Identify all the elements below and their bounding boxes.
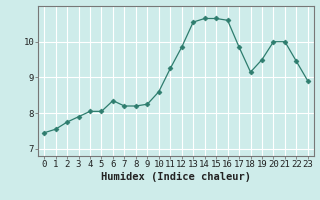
X-axis label: Humidex (Indice chaleur): Humidex (Indice chaleur)	[101, 172, 251, 182]
